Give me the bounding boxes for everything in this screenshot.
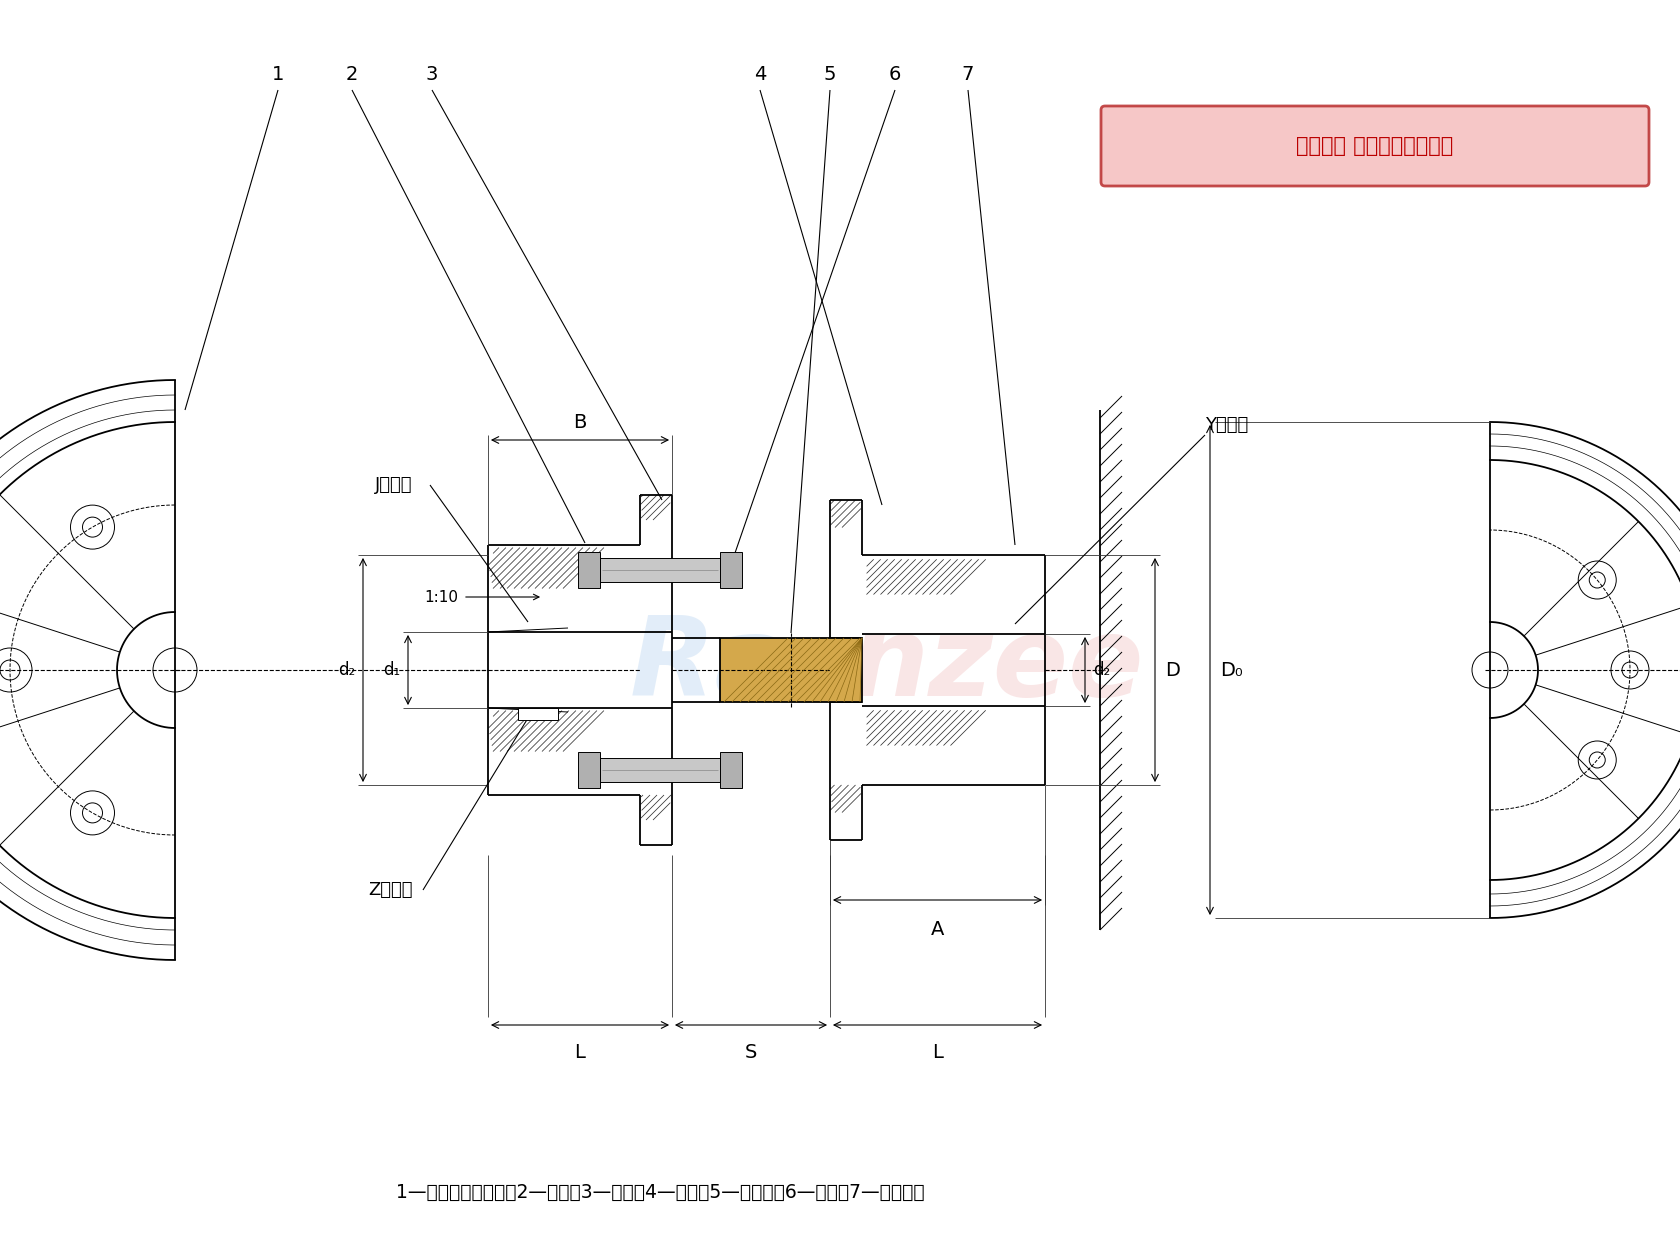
Text: d₂: d₂ [1094,662,1110,679]
Bar [517,708,558,719]
Text: 5: 5 [823,66,837,84]
Text: 1:10: 1:10 [423,590,459,605]
Text: Ra: Ra [630,611,790,718]
Bar [600,558,721,582]
Bar [721,752,741,788]
Text: 3: 3 [425,66,438,84]
Bar [600,759,721,782]
Text: L: L [932,1043,942,1062]
Text: J型轴孔: J型轴孔 [375,476,413,494]
Text: 1—制动轮半联轴器；2—螺母；3—垫圈；4—挡圈；5—弹性套；6—柱销；7—半联轴器: 1—制动轮半联轴器；2—螺母；3—垫圈；4—挡圈；5—弹性套；6—柱销；7—半联… [396,1182,924,1202]
Text: D: D [1164,660,1179,679]
Text: D₀: D₀ [1220,660,1243,679]
Text: 版权所有 侵权必被严厉追究: 版权所有 侵权必被严厉追究 [1297,136,1453,156]
Text: Z型轴孔: Z型轴孔 [368,881,413,898]
Text: L: L [575,1043,585,1062]
Text: nzee: nzee [850,611,1144,718]
Text: d₁: d₁ [383,662,400,679]
Text: 6: 6 [889,66,900,84]
Text: 2: 2 [346,66,358,84]
Bar [721,638,862,702]
Bar [578,752,600,788]
Text: B: B [573,413,586,432]
FancyBboxPatch shape [1100,106,1650,186]
Text: Y型轴孔: Y型轴孔 [1205,416,1248,433]
Text: 7: 7 [963,66,974,84]
Text: d₂: d₂ [338,662,354,679]
Text: S: S [744,1043,758,1062]
Text: 4: 4 [754,66,766,84]
Bar [578,552,600,588]
Text: A: A [931,920,944,939]
Bar [721,552,741,588]
Text: 1: 1 [272,66,284,84]
